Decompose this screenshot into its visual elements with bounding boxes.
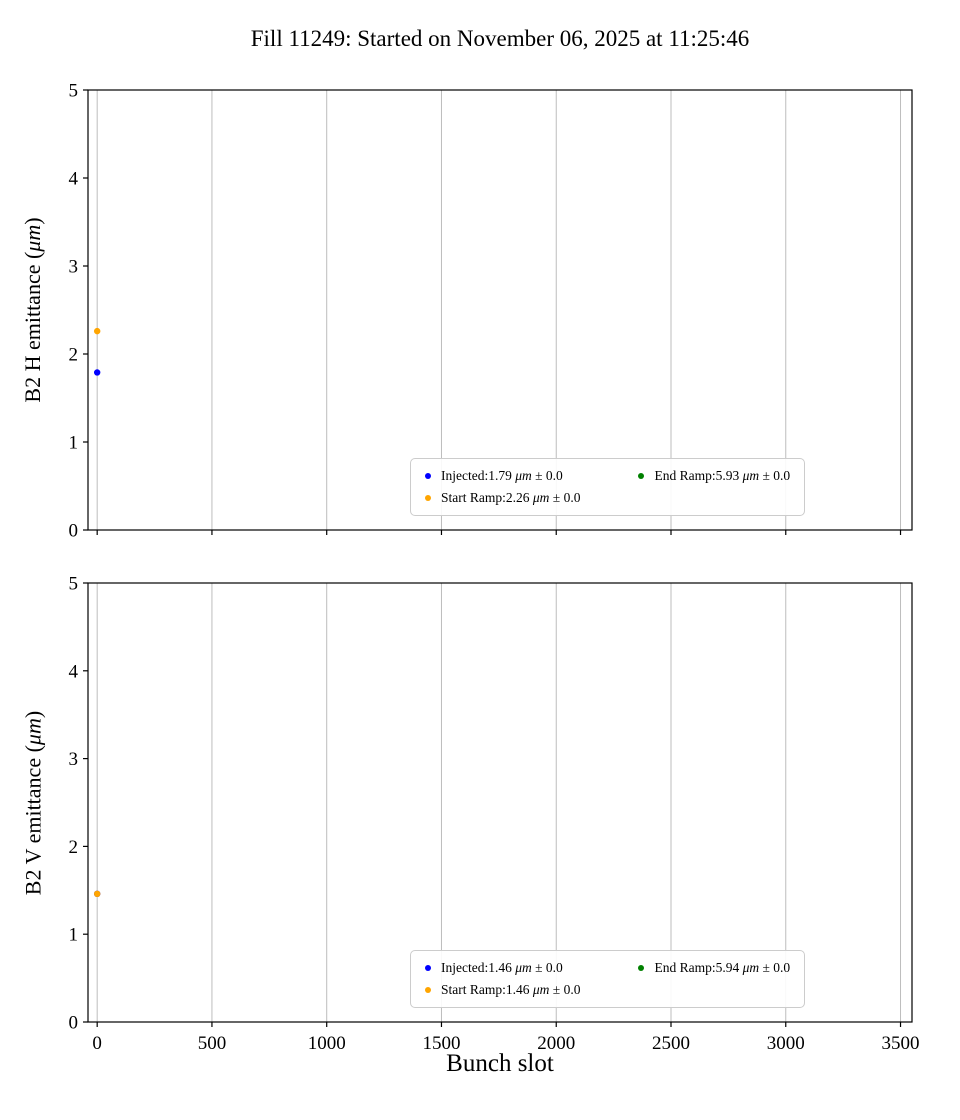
y-tick-label: 3 <box>69 257 79 278</box>
y-tick-label: 1 <box>69 433 79 454</box>
legend-label: End Ramp:5.94 μm ± 0.0 <box>654 960 791 975</box>
point-injected <box>93 369 101 376</box>
legend-entry: Start Ramp:1.46 μm ± 0.0 <box>425 982 580 998</box>
legend-marker-icon <box>638 473 645 479</box>
x-tick-label: 2500 <box>652 1033 690 1054</box>
y-tick-label: 5 <box>69 574 79 595</box>
legend-marker-icon <box>425 495 431 501</box>
y-axis-label-top: B2 H emittance (μm) <box>20 217 45 403</box>
x-axis-label: Bunch slot <box>446 1050 554 1077</box>
x-tick-label: 3500 <box>882 1033 920 1054</box>
legend-entry: End Ramp:5.94 μm ± 0.0 <box>638 960 790 976</box>
legend-marker-icon <box>425 965 431 971</box>
x-tick-label: 1500 <box>422 1033 460 1054</box>
x-tick-label: 2000 <box>537 1033 575 1054</box>
point-start-ramp <box>93 327 101 335</box>
y-tick-label: 5 <box>69 81 79 102</box>
x-tick-label: 0 <box>92 1033 102 1054</box>
point-start-ramp <box>93 890 101 898</box>
legend-entry: Start Ramp:2.26 μm ± 0.0 <box>425 490 580 506</box>
y-tick-label: 3 <box>69 749 79 770</box>
y-tick-label: 4 <box>69 661 79 682</box>
legend-label: Start Ramp:1.46 μm ± 0.0 <box>441 982 581 997</box>
legend-top: Injected:1.79 μm ± 0.0 Start Ramp:2.26 μm… <box>410 458 806 516</box>
y-tick-label: 4 <box>69 169 79 190</box>
axes-frame <box>87 89 913 531</box>
x-tick-label: 500 <box>198 1033 227 1054</box>
x-tick-label: 3000 <box>767 1033 805 1054</box>
y-tick-label: 2 <box>69 837 79 858</box>
y-tick-label: 1 <box>69 925 79 946</box>
chart-title: Fill 11249: Started on November 06, 2025… <box>250 26 750 51</box>
legend-label: Injected:1.46 μm ± 0.0 <box>441 960 563 975</box>
legend-entry: End Ramp:5.93 μm ± 0.0 <box>638 468 790 484</box>
y-axis-label-bottom: B2 V emittance (μm) <box>20 710 45 895</box>
legend-marker-icon <box>425 473 431 479</box>
legend-label: Start Ramp:2.26 μm ± 0.0 <box>441 490 581 505</box>
y-tick-label: 2 <box>69 345 79 366</box>
x-tick-label: 1000 <box>308 1033 346 1054</box>
y-tick-label: 0 <box>69 521 79 542</box>
legend-entry: Injected:1.46 μm ± 0.0 <box>425 960 580 976</box>
legend-label: End Ramp:5.93 μm ± 0.0 <box>654 468 791 483</box>
legend-marker-icon <box>638 965 645 971</box>
legend-marker-icon <box>425 987 431 993</box>
y-tick-label: 0 <box>69 1013 79 1034</box>
axes-frame <box>87 582 913 1023</box>
legend-bottom: Injected:1.46 μm ± 0.0 Start Ramp:1.46 μm… <box>410 950 806 1008</box>
legend-entry: Injected:1.79 μm ± 0.0 <box>425 468 580 484</box>
legend-label: Injected:1.79 μm ± 0.0 <box>441 468 563 483</box>
